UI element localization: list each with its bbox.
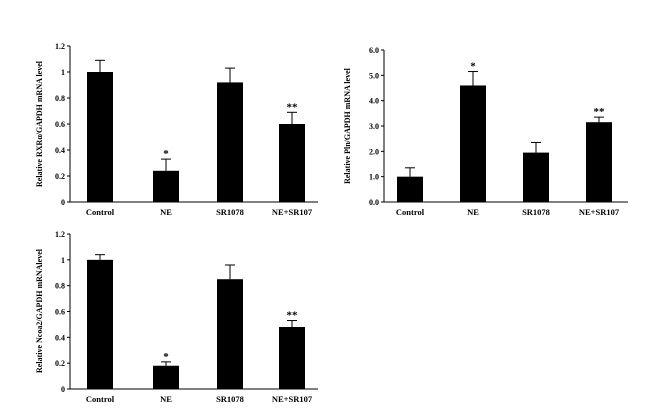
y-tick-label: 2.0 (369, 147, 379, 156)
x-tick-label: NE (160, 207, 172, 217)
y-axis-label: Relative Ncoa2/GAPDH mRNAlevel (35, 248, 44, 373)
significance-mark: ** (287, 310, 299, 322)
y-tick-label: 0.6 (55, 308, 65, 317)
bar-ne (153, 170, 179, 202)
bar-control (87, 259, 113, 389)
y-tick-label: 0.6 (55, 120, 65, 129)
y-tick-label: 1.2 (55, 42, 65, 51)
significance-mark: * (163, 351, 169, 363)
chart-panel-1: 0 0.2 0.4 0.6 0.8 1 1.2 Relative RXRα/GAPDH mRN… (35, 42, 318, 217)
bar-ne (153, 365, 179, 389)
y-tick-label: 0.4 (55, 333, 65, 342)
y-axis-label: Relative RXRα/GAPDH mRNA level (35, 60, 44, 187)
y-tick-label: 0.8 (55, 94, 65, 103)
bar-ne (460, 85, 486, 202)
bar-sr1078 (217, 82, 243, 202)
x-tick-label: Control (396, 207, 425, 217)
x-tick-label: NE (160, 394, 172, 404)
chart-panel-3: 0 0.2 0.4 0.6 0.8 1 1.2 Relative Ncoa2/GAPDH mR… (35, 230, 318, 404)
significance-mark: ** (594, 106, 606, 118)
y-tick-label: 0.2 (55, 359, 65, 368)
bar-sr1078 (523, 152, 549, 202)
y-tick-label: 0.8 (55, 282, 65, 291)
bar-sr1078 (217, 279, 243, 389)
x-tick-label: SR1078 (522, 207, 550, 217)
x-tick-label: Control (86, 394, 115, 404)
y-tick-label: 0.4 (55, 146, 65, 155)
x-tick-label: NE+SR107 (579, 207, 620, 217)
significance-mark: * (163, 148, 169, 160)
y-tick-label: 1.0 (369, 173, 379, 182)
y-tick-label: 6.0 (369, 46, 379, 55)
y-tick-label: 5.0 (369, 71, 379, 80)
significance-mark: ** (287, 101, 299, 113)
y-tick-label: 0.2 (55, 172, 65, 181)
significance-mark: * (470, 61, 476, 73)
y-tick-label: 0 (61, 198, 65, 207)
x-tick-label: Control (86, 207, 115, 217)
bar-ne-sr107 (279, 124, 305, 202)
x-tick-label: SR1078 (216, 207, 244, 217)
x-tick-label: NE+SR107 (272, 394, 313, 404)
y-tick-label: 0.0 (369, 198, 379, 207)
x-tick-label: NE+SR107 (272, 207, 313, 217)
y-tick-label: 3.0 (369, 122, 379, 131)
y-tick-label: 1 (61, 68, 65, 77)
y-tick-label: 1 (61, 256, 65, 265)
y-axis-label: Relative Pln/GAPDH mRNA level (343, 67, 352, 184)
x-tick-label: SR1078 (216, 394, 244, 404)
chart-panel-2: 0.0 1.0 2.0 3.0 4.0 5.0 6.0 Relative Pln/GAPDH … (343, 46, 628, 217)
bar-control (397, 176, 423, 202)
y-tick-label: 0 (61, 385, 65, 394)
y-tick-label: 4.0 (369, 97, 379, 106)
x-tick-label: NE (467, 207, 479, 217)
y-tick-label: 1.2 (55, 230, 65, 239)
bar-ne-sr107 (586, 122, 612, 202)
bar-control (87, 72, 113, 202)
bar-ne-sr107 (279, 327, 305, 389)
